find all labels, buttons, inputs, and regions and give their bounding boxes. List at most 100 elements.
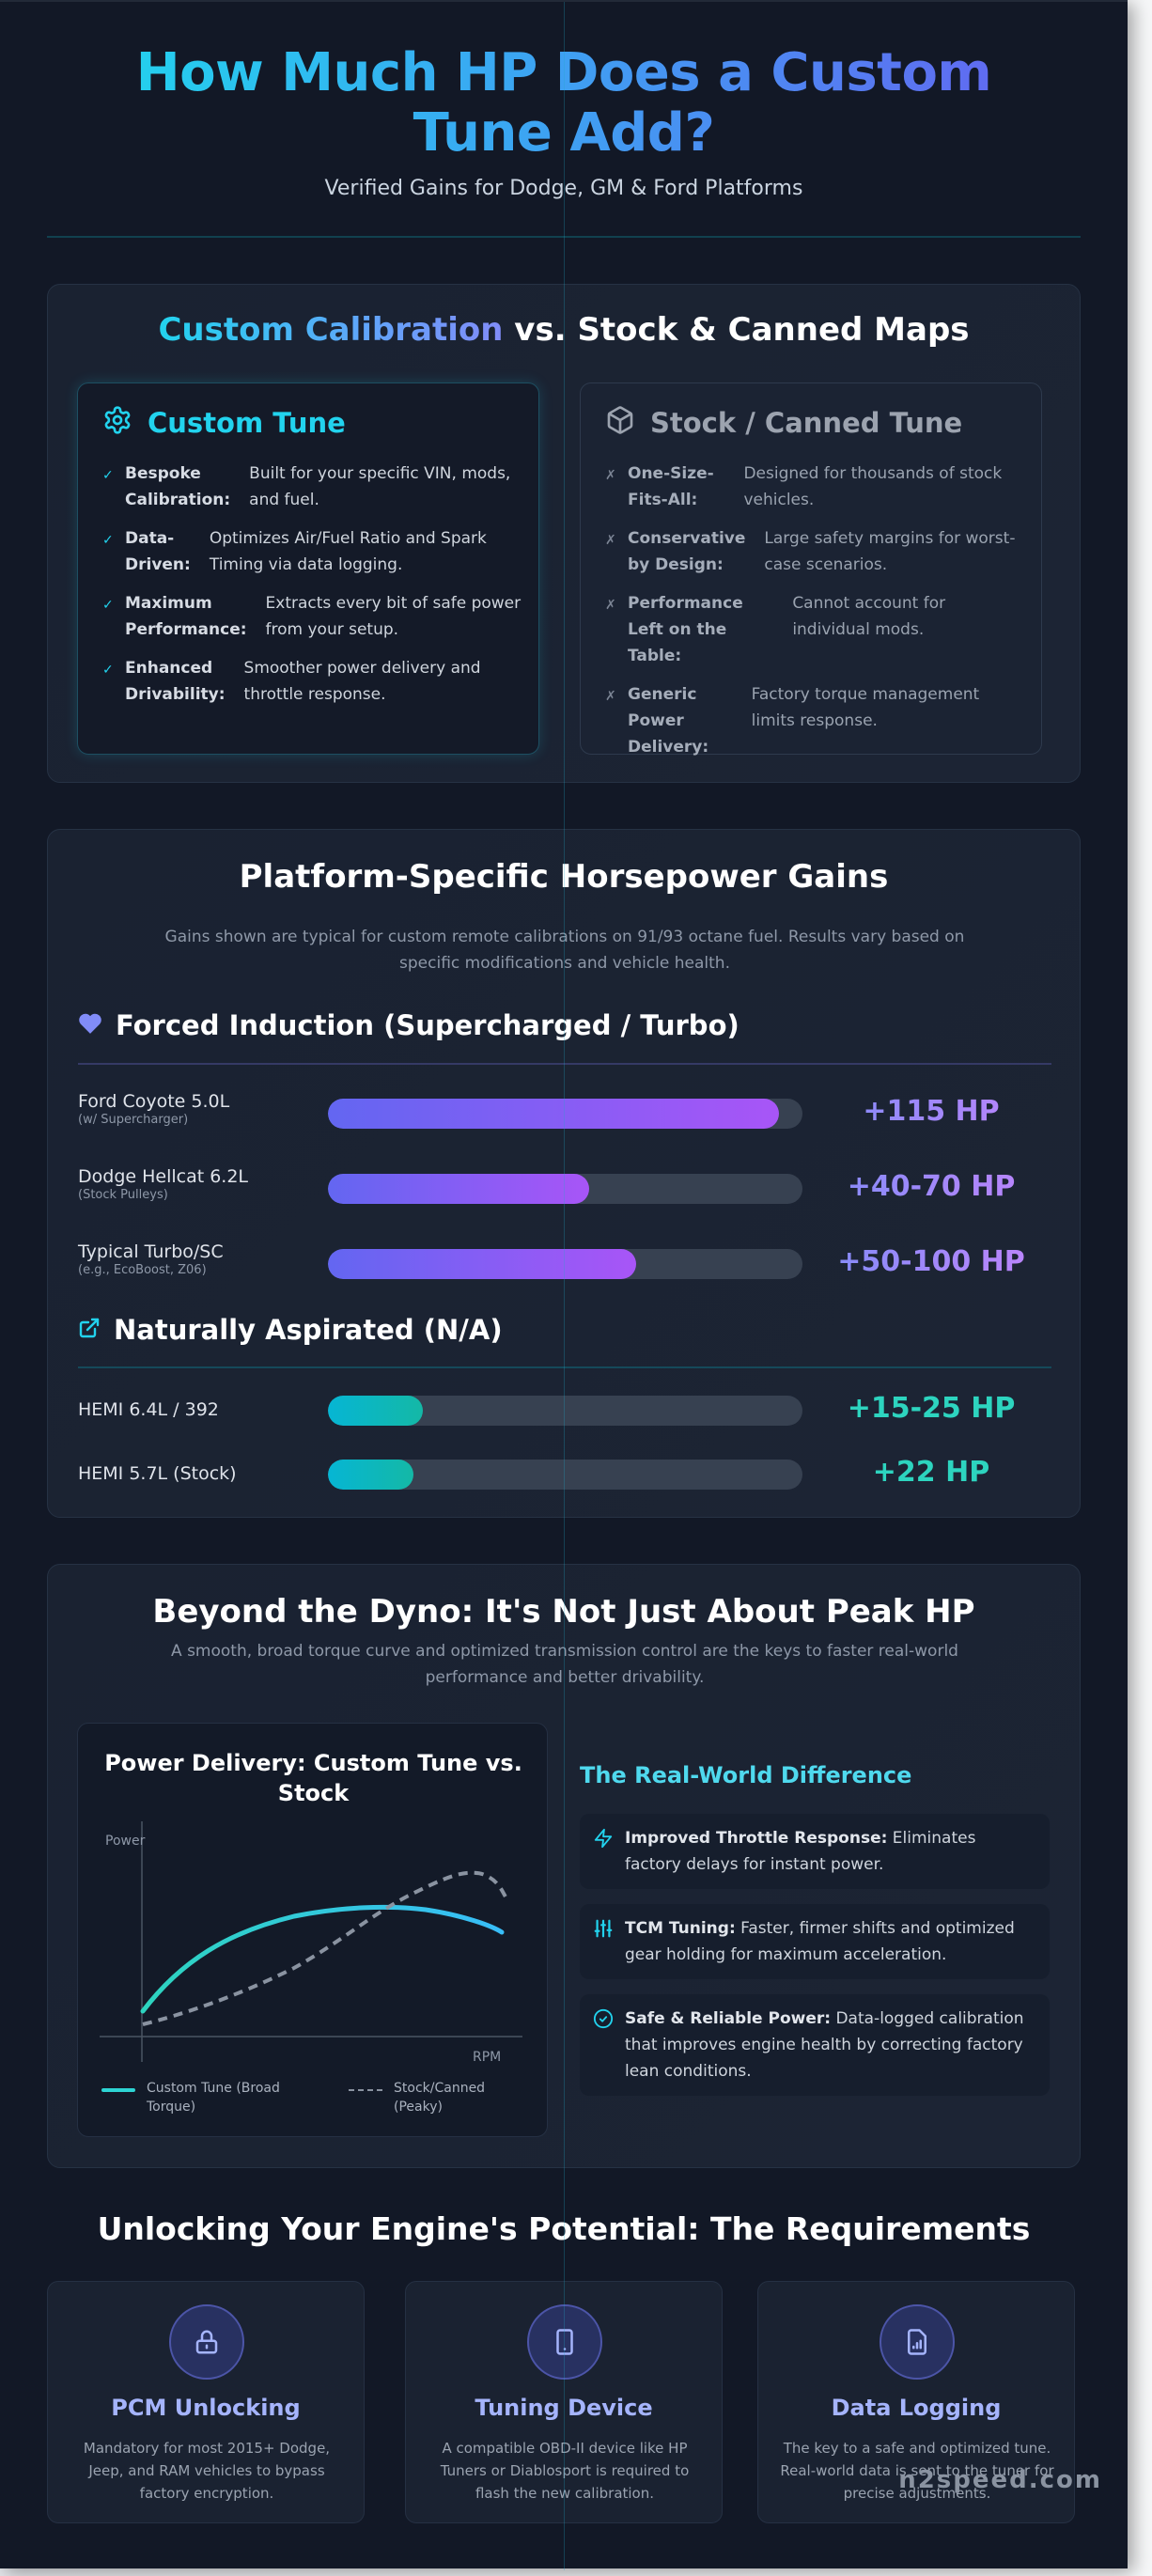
requirement-card: Tuning Device A compatible OBD-II device… [405, 2281, 723, 2523]
legend-solid-swatch [101, 2088, 135, 2092]
stock-curve [142, 1870, 508, 2026]
gains-title: Platform-Specific Horsepower Gains [239, 858, 889, 896]
header-divider [47, 236, 1081, 238]
file-chart-icon [880, 2304, 955, 2380]
check-icon: ✓ [102, 533, 114, 548]
requirement-card: Data Logging The key to a safe and optim… [757, 2281, 1075, 2523]
brand-watermark: n2speed.com [898, 2466, 1102, 2494]
cross-icon: ✗ [605, 689, 616, 704]
power-curve-plot: Power RPM [100, 1821, 522, 2065]
stock-tune-card: Stock / Canned Tune ✗ One-Size-Fits-All: D… [580, 382, 1042, 757]
cross-icon: ✗ [605, 533, 616, 548]
naturally-aspirated-header: Naturally Aspirated (N/A) [78, 1309, 1051, 1350]
platform-name: HEMI 5.7L (Stock) [78, 1463, 237, 1484]
stock-tune-header: Stock / Canned Tune [605, 404, 962, 442]
list-item: ✗ One-Size-Fits-All: Designed for thousand… [605, 461, 1024, 513]
beyond-dyno-section: Beyond the Dyno: It's Not Just About Pea… [47, 1564, 1081, 2168]
check-icon: ✓ [102, 663, 114, 678]
platform-note: (Stock Pulleys) [78, 1188, 168, 1202]
gain-bar [328, 1460, 802, 1490]
power-delivery-chart: Power Delivery: Custom Tune vs. Stock Po… [77, 1723, 548, 2137]
gain-bar-fill [328, 1174, 589, 1204]
item-desc: Optimizes Air/Fuel Ratio and Spark Timin… [209, 529, 487, 574]
item-label: Enhanced Drivability: [125, 659, 226, 704]
lock-icon [169, 2304, 244, 2380]
gain-row: HEMI 6.4L / 392 +15-25 HP [78, 1386, 1051, 1433]
item-desc: Built for your specific VIN, mods, and f… [249, 464, 511, 509]
requirement-name: PCM Unlocking [111, 2395, 301, 2421]
item-bold: Safe & Reliable Power: [625, 2009, 832, 2028]
real-world-item: Safe & Reliable Power: Data-logged calib… [580, 1994, 1050, 2096]
check-circle-icon [593, 2008, 614, 2029]
list-item: ✓ Bespoke Calibration: Built for your spec… [102, 461, 522, 513]
legend-stock-label: Stock/Canned (Peaky) [394, 2081, 486, 2115]
list-item: ✗ Generic Power Delivery: Factory torque m… [605, 681, 1024, 760]
requirement-desc: The key to a safe and optimized tune. Re… [780, 2440, 1054, 2502]
gain-row: Ford Coyote 5.0L (w/ Supercharger) +115 … [78, 1089, 1051, 1136]
infographic-page: How Much HP Does a Custom Tune Add? Veri… [0, 0, 1128, 2570]
legend-dashed-swatch [349, 2089, 382, 2091]
item-desc: Smoother power delivery and throttle res… [243, 659, 481, 704]
item-desc: Factory torque management limits respons… [751, 685, 980, 730]
real-world-item: TCM Tuning: Faster, firmer shifts and op… [580, 1904, 1050, 1979]
forced-induction-title: Forced Induction (Supercharged / Turbo) [116, 1009, 739, 1041]
gear-icon [102, 405, 132, 442]
item-label: Performance Left on the Table: [628, 594, 743, 665]
forced-induction-divider [78, 1063, 1051, 1065]
requirement-name: Data Logging [831, 2395, 1002, 2421]
chart-title: Power Delivery: Custom Tune vs. Stock [104, 1750, 522, 1806]
item-text: Data-logged calibration that improves en… [625, 2009, 1024, 2081]
platform-name: Typical Turbo/SC [78, 1241, 224, 1262]
item-label: Generic Power Delivery: [628, 685, 709, 757]
sliders-icon [593, 1918, 614, 1939]
lightning-icon [593, 1828, 614, 1849]
gain-bar [328, 1249, 802, 1279]
gain-bar [328, 1174, 802, 1204]
item-bold: TCM Tuning: [625, 1919, 736, 1938]
platform-name: HEMI 6.4L / 392 [78, 1399, 219, 1420]
cube-icon [605, 405, 635, 442]
custom-tune-curve [140, 1904, 505, 2014]
naturally-aspirated-title: Naturally Aspirated (N/A) [114, 1314, 503, 1346]
item-label: Maximum Performance: [125, 594, 247, 639]
requirement-desc: A compatible OBD-II device like HP Tuner… [440, 2440, 690, 2502]
real-world-item: Improved Throttle Response: Eliminates f… [580, 1814, 1050, 1889]
naturally-aspirated-divider [78, 1366, 1051, 1368]
comparison-section: Custom Calibration vs. Stock & Canned Ma… [47, 284, 1081, 783]
heart-icon [78, 1009, 102, 1041]
custom-tune-header: Custom Tune [102, 404, 346, 442]
gain-value: +50-100 HP [811, 1245, 1051, 1278]
platform-note: (e.g., EcoBoost, Z06) [78, 1263, 207, 1277]
requirement-card: PCM Unlocking Mandatory for most 2015+ D… [47, 2281, 365, 2523]
cross-icon: ✗ [605, 468, 616, 483]
item-label: Data-Driven: [125, 529, 191, 574]
x-axis-label: RPM [473, 2050, 501, 2065]
comparison-title-rest: vs. Stock & Canned Maps [503, 311, 970, 349]
page-subtitle: Verified Gains for Dodge, GM & Ford Plat… [324, 177, 803, 200]
comparison-title-highlight: Custom Calibration [158, 311, 504, 349]
legend-custom-label: Custom Tune (Broad Torque) [147, 2081, 280, 2115]
forced-induction-header: Forced Induction (Supercharged / Turbo) [78, 1005, 1051, 1046]
page-title: How Much HP Does a Custom Tune Add? [94, 43, 1034, 164]
gain-value: +40-70 HP [811, 1170, 1051, 1203]
real-world-title: The Real-World Difference [580, 1762, 912, 1788]
y-axis-label: Power [105, 1834, 146, 1849]
item-desc: Designed for thousands of stock vehicles… [743, 464, 1003, 509]
comparison-title: Custom Calibration vs. Stock & Canned Ma… [48, 311, 1080, 349]
cross-icon: ✗ [605, 598, 616, 613]
list-item: ✓ Maximum Performance: Extracts every bit … [102, 590, 522, 643]
check-icon: ✓ [102, 468, 114, 483]
gain-bar-fill [328, 1249, 637, 1279]
external-link-icon [78, 1314, 101, 1346]
gain-value: +22 HP [872, 1456, 990, 1489]
requirements-title: Unlocking Your Engine's Potential: The R… [97, 2210, 1031, 2247]
gains-section: Platform-Specific Horsepower Gains Gains… [47, 829, 1081, 1518]
item-text: Eliminates factory delays for instant po… [625, 1829, 976, 1874]
legend-custom: Custom Tune (Broad Torque) [101, 2079, 308, 2116]
gain-row: Dodge Hellcat 6.2L (Stock Pulleys) +40-7… [78, 1164, 1051, 1211]
beyond-title: Beyond the Dyno: It's Not Just About Pea… [152, 1593, 975, 1631]
requirement-desc: Mandatory for most 2015+ Dodge, Jeep, an… [83, 2440, 331, 2502]
check-icon: ✓ [102, 598, 114, 613]
gain-row: HEMI 5.7L (Stock) +22 HP [78, 1450, 1051, 1497]
item-label: Bespoke Calibration: [125, 464, 231, 509]
